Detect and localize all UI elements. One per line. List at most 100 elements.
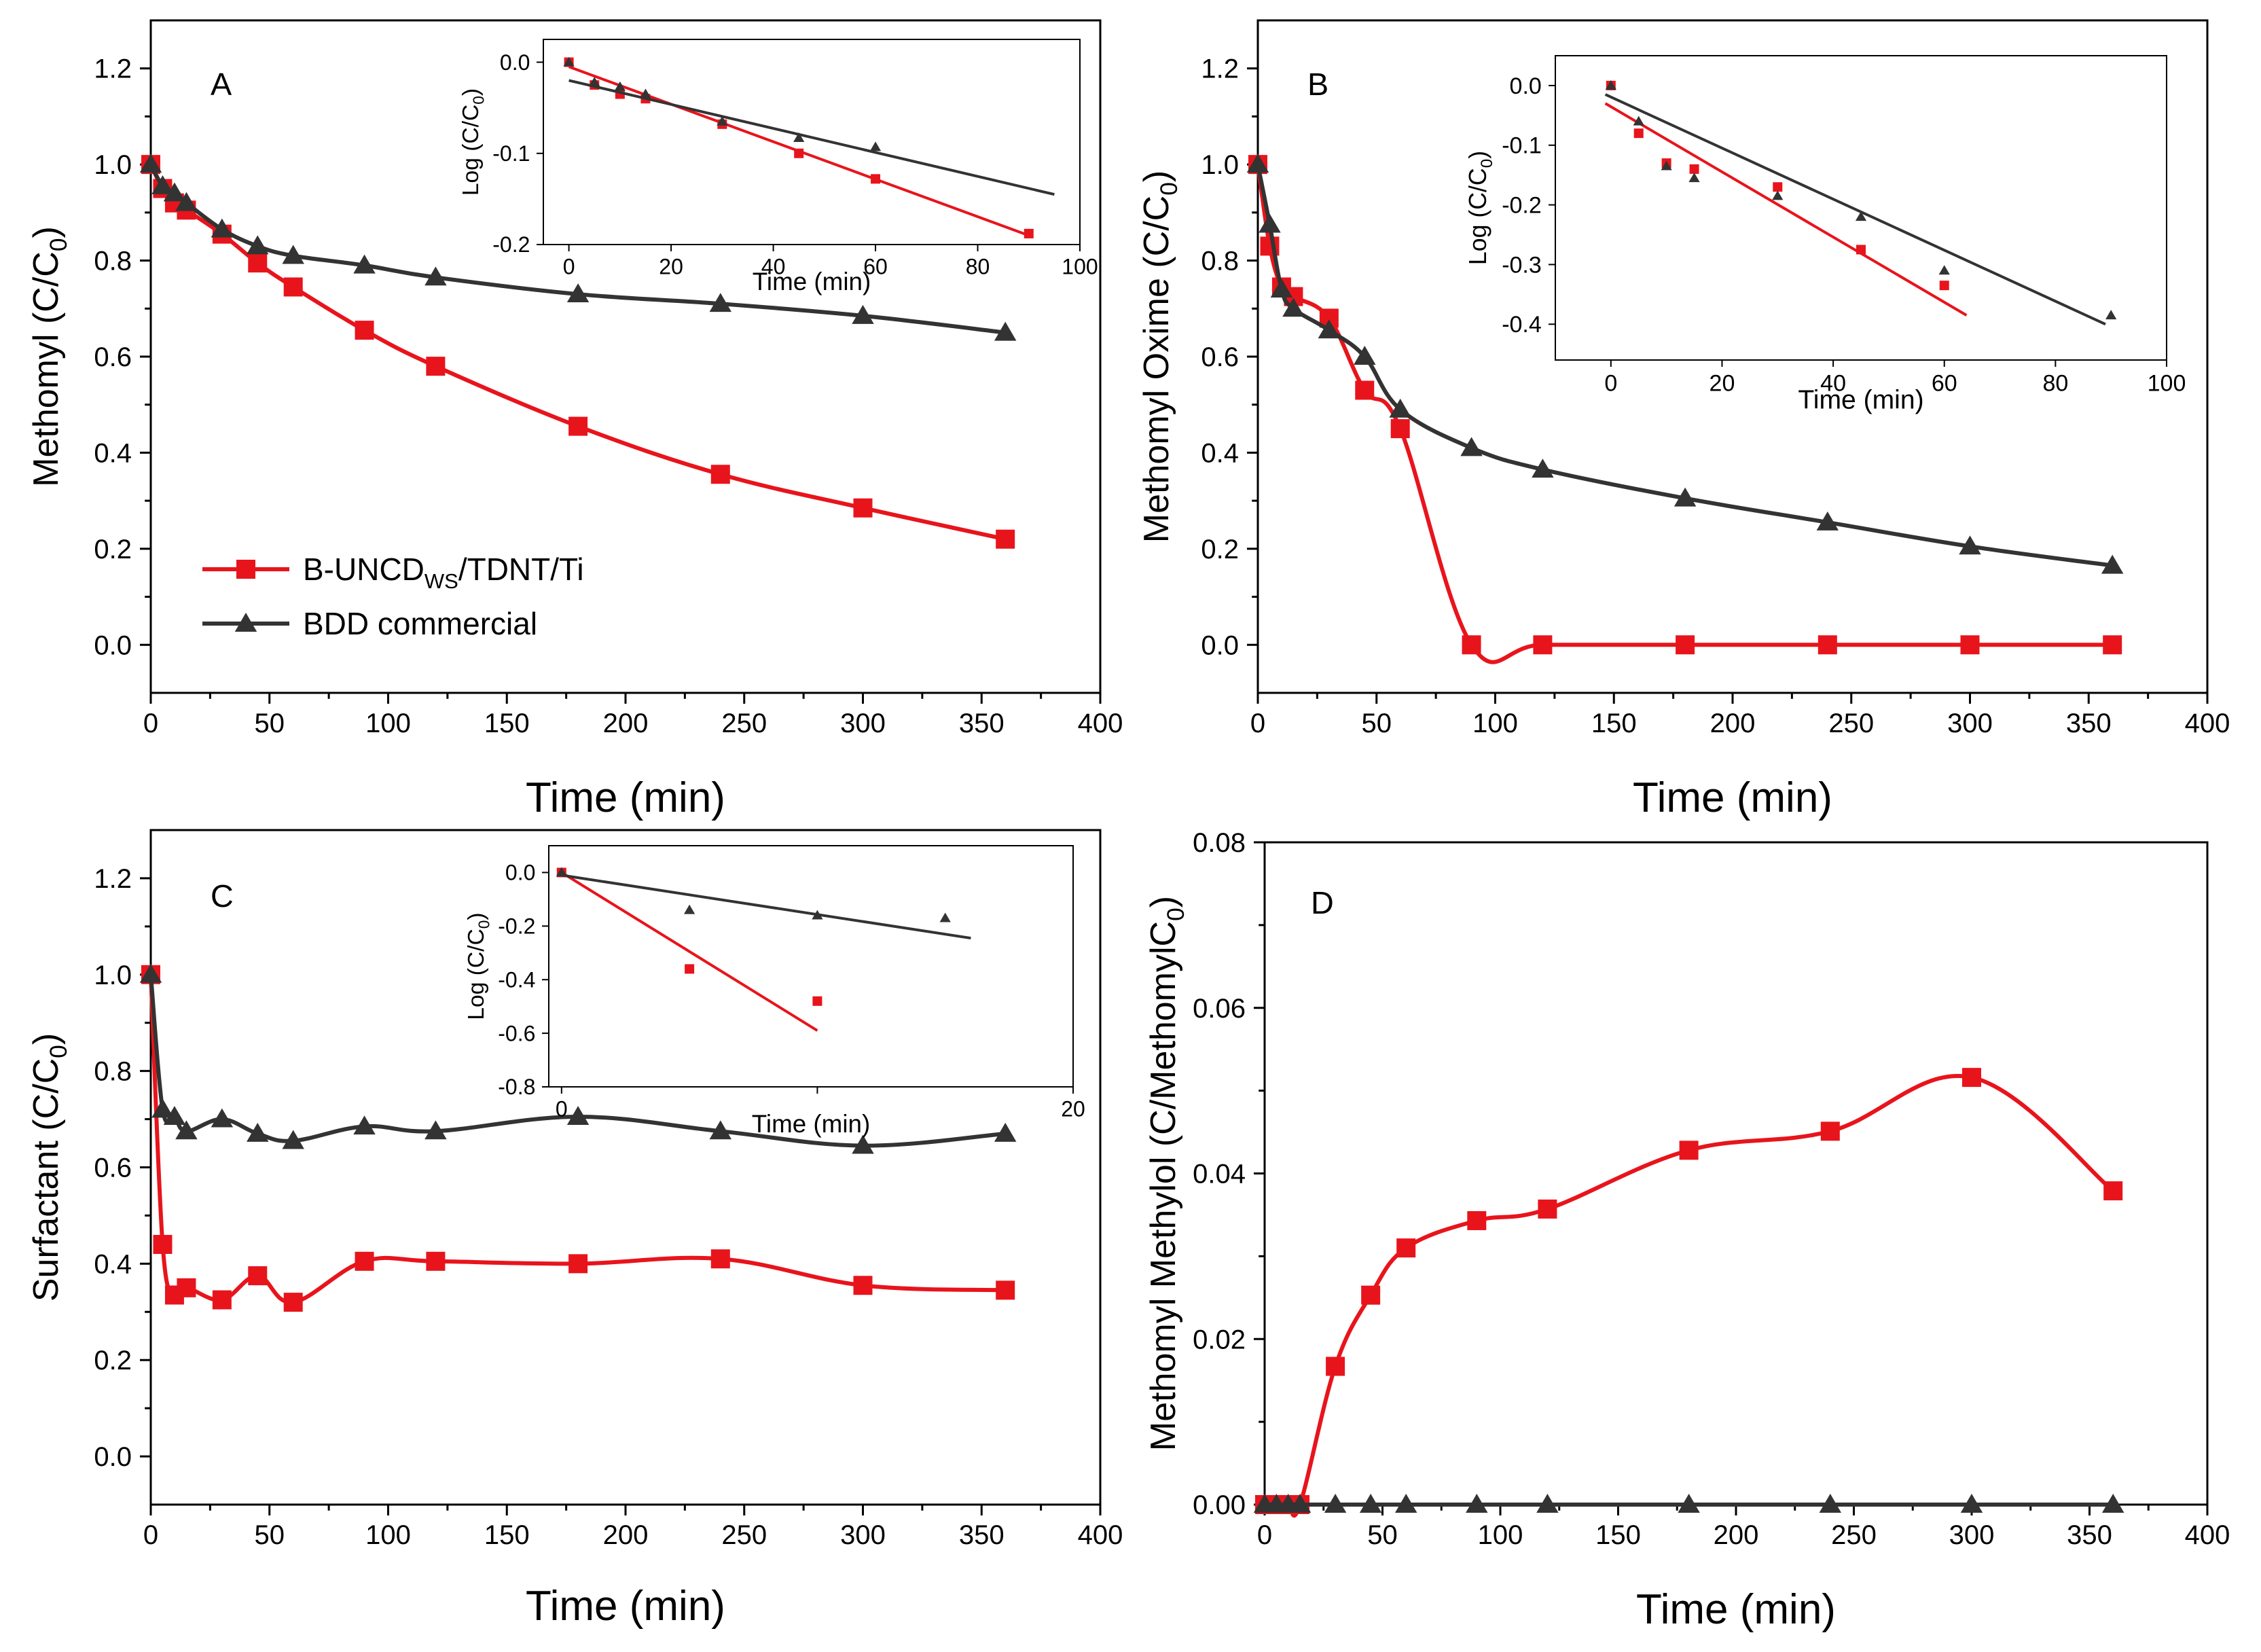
inset-B-ytick-label: -0.1: [1502, 133, 1542, 159]
data-point: [2103, 635, 2122, 655]
panel-C-ytick-label: 1.2: [94, 864, 132, 894]
inset-B: 0 20 40 60 80 100 0.0 -0.1 -0.2 -0.3 -0.4 Time (min…: [1464, 55, 2186, 414]
panel-C-xtick-label: 50: [255, 1520, 285, 1550]
data-point: [153, 1234, 173, 1254]
inset-x-axis-title: Time (min): [752, 1110, 870, 1138]
data-point: [211, 1108, 234, 1128]
y-axis-title: Methomyl Oxime (C/C0): [1137, 170, 1182, 543]
data-point: [1324, 1494, 1347, 1513]
inset-data-point: [563, 56, 575, 67]
data-point: [175, 192, 198, 211]
panel-B-ytick-label: 0.0: [1201, 630, 1239, 660]
inset-C-ytick-label: -0.8: [498, 1075, 535, 1099]
y-axis-title-sub: 0: [46, 1045, 72, 1058]
panel-A-xtick-label: 250: [721, 708, 767, 738]
legend-label-1-rest: /TDNT/Ti: [458, 552, 584, 587]
inset-A: 0 20 40 60 80 100 0.0 -0.1 -0.2 Time (min) Log (C/…: [458, 39, 1098, 295]
data-point: [566, 1106, 590, 1125]
data-point: [568, 416, 588, 436]
inset-A-xtick-label: 60: [863, 255, 888, 279]
x-axis-title: Time (min): [1633, 774, 1832, 821]
panel-label: D: [1311, 885, 1334, 920]
data-point: [139, 154, 162, 173]
data-point: [1538, 1199, 1557, 1219]
inset-y-axis-title: Log (C/C0): [464, 912, 492, 1020]
data-point: [709, 1120, 732, 1140]
data-point: [853, 498, 873, 518]
inset-A-xtick-label: 0: [563, 255, 575, 279]
data-point: [1678, 1494, 1700, 1513]
legend-marker-2: [234, 613, 257, 632]
inset-y-axis-title-tail: ): [458, 88, 484, 96]
data-point: [1962, 1068, 1981, 1088]
inset-data-point: [939, 912, 951, 922]
panel-D-ytick-label: 0.06: [1193, 994, 1246, 1024]
panel-label: B: [1307, 67, 1328, 102]
data-point: [1816, 511, 1839, 531]
data-point: [424, 266, 447, 286]
inset-background: [1555, 56, 2167, 360]
panel-C-xtick-label: 350: [959, 1520, 1005, 1550]
inset-y-axis-title-sub: 0: [469, 96, 487, 105]
inset-fit-line-2: [1604, 93, 2106, 326]
inset-data-point: [1633, 128, 1644, 139]
panel-B-ytick-label: 0.4: [1201, 438, 1239, 468]
data-point: [1361, 1285, 1381, 1305]
panel-C-xtick-label: 300: [840, 1520, 886, 1550]
data-point: [1318, 319, 1341, 339]
panel-A-xtick-label: 200: [603, 708, 649, 738]
inset-fit-line-2: [561, 874, 971, 940]
panel-A-ytick-label: 0.6: [94, 342, 132, 372]
data-point: [1959, 535, 1981, 555]
data-point: [1394, 1494, 1417, 1513]
panel-A-ytick-label: 0.0: [94, 630, 132, 660]
inset-data-point: [614, 81, 626, 91]
data-point: [1270, 279, 1293, 298]
data-point: [994, 1122, 1017, 1142]
inset-C-ytick-label: -0.2: [498, 914, 535, 939]
legend-label-1-main: B-UNCD: [303, 552, 424, 587]
legend-marker-1: [236, 560, 255, 579]
panel-A-xtick-label: 300: [840, 708, 886, 738]
panel-D-xtick-label: 300: [1949, 1520, 1995, 1550]
y-axis-title: Surfactant (C/C0): [26, 1033, 72, 1301]
panel-C-ytick-label: 0.0: [94, 1442, 132, 1472]
y-axis-title-tail: ): [26, 226, 66, 238]
data-point: [1288, 1494, 1312, 1513]
data-point: [1533, 635, 1553, 655]
inset-data-point: [1855, 211, 1867, 221]
data-point: [283, 277, 303, 297]
inset-data-point: [812, 996, 822, 1006]
data-point: [1259, 213, 1281, 233]
inset-x-axis-title: Time (min): [753, 268, 871, 295]
data-point: [353, 1115, 376, 1135]
y-axis-title-tail: ): [1137, 170, 1176, 182]
x-axis-title: Time (min): [1636, 1586, 1836, 1633]
y-axis-title-tail: ): [26, 1033, 66, 1045]
data-point: [175, 1120, 198, 1140]
panel-D-xtick-label: 200: [1714, 1520, 1759, 1550]
data-point: [1390, 419, 1410, 439]
panel-D-ytick-label: 0.04: [1193, 1160, 1246, 1189]
inset-data-point: [794, 148, 804, 158]
inset-B-xtick-label: 40: [1820, 371, 1846, 397]
panel-label: A: [211, 67, 232, 102]
inset-data-point: [1772, 190, 1784, 200]
panel-C-xtick-label: 400: [1078, 1520, 1123, 1550]
inset-data-point: [2105, 310, 2117, 320]
panel-B-ytick-label: 0.6: [1201, 342, 1239, 372]
inset-data-point: [1688, 173, 1700, 183]
y-axis-title: Methomyl Methylol (C/MethomylC0): [1144, 896, 1189, 1451]
panel-A-ytick-label: 0.2: [94, 535, 132, 564]
panel-B-xtick-label: 150: [1591, 708, 1637, 738]
inset-C-ytick-label: -0.6: [498, 1021, 535, 1045]
x-axis-title: Time (min): [526, 774, 725, 821]
panel-A-ytick-label: 0.8: [94, 247, 132, 276]
panel-B-xtick-label: 300: [1947, 708, 1993, 738]
panel-B-xtick-label: 200: [1710, 708, 1756, 738]
panel-label: C: [211, 878, 234, 914]
inset-background: [549, 846, 1073, 1087]
data-point: [1355, 380, 1375, 400]
inset-C-ytick-label: 0.0: [505, 861, 535, 885]
panel-B-xtick-label: 100: [1472, 708, 1518, 738]
